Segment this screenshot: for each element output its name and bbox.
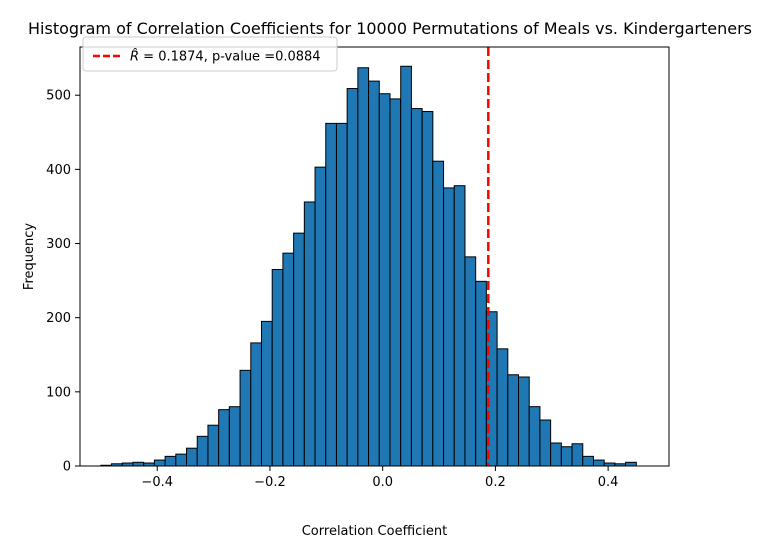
histogram-bar	[507, 374, 520, 467]
y-tick-label: 100	[46, 385, 71, 400]
x-axis-label: Correlation Coefficient	[302, 524, 448, 539]
y-tick-label: 400	[46, 163, 71, 178]
legend-box	[82, 36, 338, 72]
histogram-bar	[625, 461, 637, 467]
histogram-bar	[400, 65, 412, 467]
y-axis-label: Frequency	[22, 223, 37, 290]
x-tick-label: −0.2	[254, 475, 286, 490]
histogram-bar	[260, 320, 273, 467]
histogram-bar	[175, 453, 188, 467]
y-tick-label: 200	[46, 311, 71, 326]
histogram-bar	[132, 461, 145, 467]
histogram-bar	[271, 268, 284, 467]
histogram-bar	[443, 187, 455, 467]
histogram-bar	[335, 122, 348, 467]
histogram-bar	[432, 160, 445, 467]
x-tick-label: 0.2	[485, 475, 506, 490]
histogram-bar	[282, 252, 295, 467]
histogram-bar	[250, 342, 262, 467]
histogram-bar	[571, 443, 584, 467]
histogram-bar	[346, 88, 359, 467]
histogram-bar	[239, 369, 252, 467]
histogram-bar	[453, 185, 466, 467]
histogram-bar	[389, 98, 402, 467]
histogram-bar	[207, 424, 220, 467]
histogram-bar	[560, 446, 573, 467]
legend: R̂ = 0.1874, p-value =0.0884	[82, 36, 338, 72]
y-tick-label: 0	[63, 460, 71, 475]
histogram-bar	[196, 435, 209, 467]
histogram-bar	[410, 108, 423, 467]
histogram-bar	[314, 166, 327, 467]
histogram-bar	[164, 455, 177, 467]
histogram-bar	[303, 201, 316, 467]
histogram-bar	[378, 93, 391, 467]
histogram-bar	[539, 419, 552, 467]
histogram-bar	[496, 348, 509, 467]
chart-title: Histogram of Correlation Coefficients fo…	[28, 19, 752, 38]
x-tick-label: −0.4	[141, 475, 173, 490]
histogram-bar	[528, 406, 541, 467]
histogram-bar	[153, 459, 166, 467]
histogram-bar	[421, 111, 434, 467]
x-tick-label: 0.4	[598, 475, 619, 490]
histogram-bar	[518, 376, 530, 467]
y-tick-label: 500	[46, 89, 71, 104]
x-tick-label: 0.0	[372, 475, 393, 490]
histogram-bar	[582, 455, 594, 467]
histogram-bar	[550, 442, 562, 467]
histogram-bar	[464, 256, 477, 467]
legend-label: R̂ = 0.1874, p-value =0.0884	[130, 49, 321, 64]
histogram-bar	[475, 280, 487, 467]
histogram-bar	[357, 67, 370, 467]
histogram-bar	[293, 232, 305, 467]
histogram-bar	[592, 459, 605, 467]
y-tick-label: 300	[46, 237, 71, 252]
y-axis: 0 100 200 300 400 500	[46, 89, 80, 475]
histogram-bar	[218, 409, 230, 467]
histogram-bar	[325, 122, 337, 467]
x-axis: −0.4 −0.2 0.0 0.2 0.4	[141, 466, 618, 490]
histogram-bar	[228, 406, 241, 467]
histogram-bar	[368, 80, 380, 467]
histogram-bar	[186, 447, 198, 467]
plot-frame	[79, 46, 670, 467]
